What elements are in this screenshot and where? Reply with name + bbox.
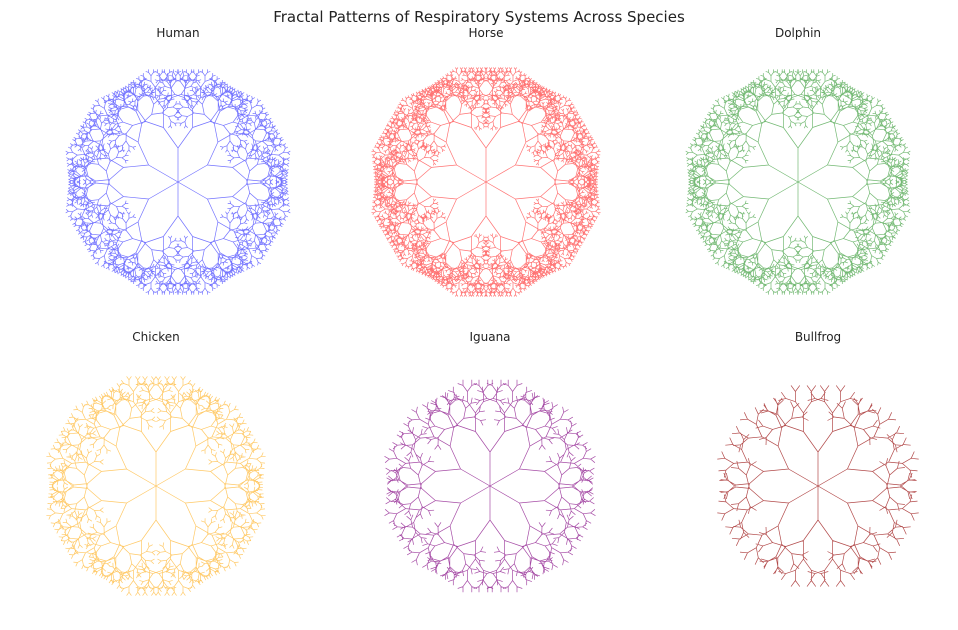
fractal-branches (65, 69, 291, 295)
panel-title: Bullfrog (794, 330, 842, 344)
figure-title: Fractal Patterns of Respiratory Systems … (273, 8, 685, 26)
panel-chicken: Chicken (6, 330, 306, 630)
panel-title: Iguana (469, 330, 511, 344)
fractal-branches (46, 376, 266, 596)
fractal-plot (371, 67, 601, 297)
fractal-branches (384, 379, 596, 593)
fractal-plot (717, 385, 919, 587)
panel-bullfrog: Bullfrog (668, 330, 958, 630)
branch-lines (65, 69, 291, 295)
panel-title: Chicken (132, 330, 180, 344)
panel-human: Human (28, 26, 328, 326)
panel-title: Human (156, 26, 200, 40)
fractal-plot (384, 379, 596, 593)
panel-title: Horse (468, 26, 504, 40)
panel-horse: Horse (336, 26, 636, 326)
panel-title: Dolphin (774, 26, 822, 40)
panel-dolphin: Dolphin (648, 26, 948, 326)
fractal-branches (685, 69, 911, 295)
fractal-branches (371, 67, 601, 297)
fractal-plot (65, 69, 291, 295)
fractal-plot (46, 376, 266, 596)
branch-lines (46, 376, 266, 596)
fractal-branches (717, 385, 919, 587)
fractal-plot (685, 69, 911, 295)
panel-iguana: Iguana (340, 330, 640, 630)
branch-lines (384, 379, 596, 593)
branch-lines (685, 69, 911, 295)
branch-lines (717, 385, 919, 587)
branch-lines (371, 67, 601, 297)
